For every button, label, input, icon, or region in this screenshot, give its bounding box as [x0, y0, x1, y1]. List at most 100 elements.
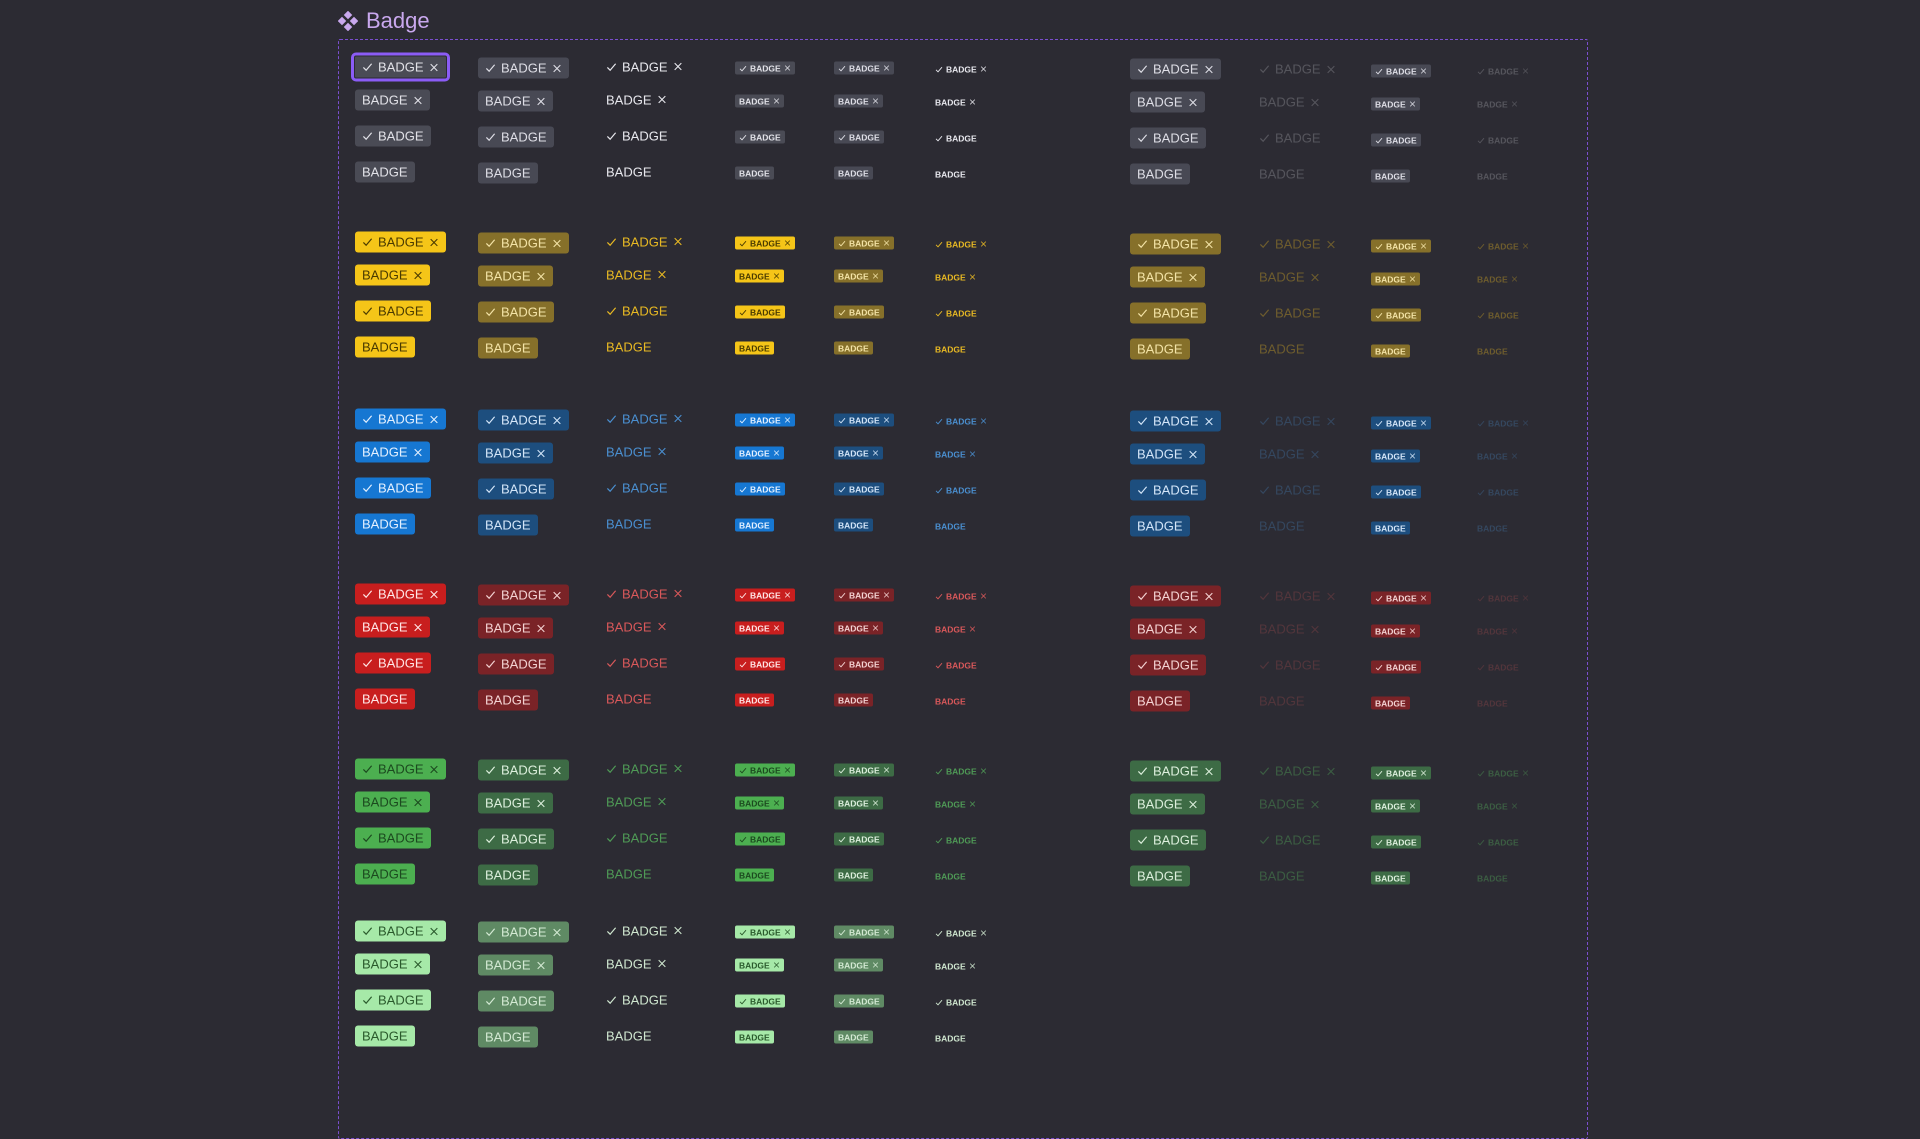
badge-success-light-muted[interactable]: BADGE — [834, 958, 883, 972]
close-icon[interactable] — [1204, 766, 1214, 776]
close-icon[interactable] — [1188, 272, 1198, 282]
badge-success-light-text[interactable]: BADGE — [935, 1032, 970, 1045]
close-icon[interactable] — [883, 65, 890, 72]
close-icon[interactable] — [969, 963, 976, 970]
close-icon[interactable] — [1310, 97, 1320, 107]
badge-warning-muted[interactable]: BADGE — [834, 269, 883, 283]
close-icon[interactable] — [1511, 101, 1518, 108]
close-icon[interactable] — [1511, 803, 1518, 810]
badge-danger-muted[interactable]: BADGE — [478, 584, 569, 606]
badge-info-solid[interactable]: BADGE — [355, 477, 431, 499]
badge-info-muted[interactable]: BADGE — [478, 514, 538, 536]
close-icon[interactable] — [1204, 239, 1214, 249]
badge-danger-solid[interactable]: BADGE — [735, 693, 774, 707]
close-icon[interactable] — [429, 414, 439, 424]
close-icon[interactable] — [1188, 97, 1198, 107]
badge-danger-faint[interactable]: BADGE — [1477, 661, 1523, 674]
close-icon[interactable] — [673, 414, 683, 424]
close-icon[interactable] — [883, 240, 890, 247]
close-icon[interactable] — [1326, 64, 1336, 74]
badge-success-muted[interactable]: BADGE — [834, 868, 873, 882]
badge-info-muted[interactable]: BADGE — [1371, 521, 1410, 535]
close-icon[interactable] — [969, 451, 976, 458]
close-icon[interactable] — [773, 98, 780, 105]
badge-danger-faint[interactable]: BADGE — [1259, 691, 1312, 712]
close-icon[interactable] — [1420, 243, 1427, 250]
badge-info-faint[interactable]: BADGE — [1477, 450, 1522, 463]
close-icon[interactable] — [536, 448, 546, 458]
badge-neutral-solid[interactable]: BADGE — [355, 125, 431, 147]
badge-success-solid[interactable]: BADGE — [355, 791, 430, 813]
badge-info-text[interactable]: BADGE — [935, 484, 981, 497]
close-icon[interactable] — [413, 447, 423, 457]
badge-info-muted[interactable]: BADGE — [1371, 416, 1431, 430]
badge-success-solid[interactable]: BADGE — [735, 832, 785, 846]
close-icon[interactable] — [773, 273, 780, 280]
close-icon[interactable] — [413, 270, 423, 280]
close-icon[interactable] — [980, 241, 987, 248]
close-icon[interactable] — [1511, 453, 1518, 460]
badge-info-solid[interactable]: BADGE — [355, 408, 446, 430]
badge-success-solid[interactable]: BADGE — [355, 827, 431, 849]
badge-danger-faint[interactable]: BADGE — [1477, 697, 1512, 710]
badge-warning-faint[interactable]: BADGE — [1477, 309, 1523, 322]
badge-info-muted[interactable]: BADGE — [834, 413, 894, 427]
badge-success-muted[interactable]: BADGE — [1371, 799, 1420, 813]
close-icon[interactable] — [980, 593, 987, 600]
close-icon[interactable] — [773, 625, 780, 632]
badge-success-faint[interactable]: BADGE — [1477, 767, 1533, 780]
badge-danger-muted[interactable]: BADGE — [1371, 660, 1421, 674]
badge-success-light-text[interactable]: BADGE — [606, 953, 674, 974]
badge-danger-solid[interactable]: BADGE — [355, 652, 431, 674]
close-icon[interactable] — [883, 767, 890, 774]
badge-success-muted[interactable]: BADGE — [1130, 793, 1205, 815]
badge-info-text[interactable]: BADGE — [606, 408, 690, 429]
badge-success-light-muted[interactable]: BADGE — [478, 1026, 538, 1048]
badge-success-muted[interactable]: BADGE — [834, 832, 884, 846]
badge-neutral-muted[interactable]: BADGE — [1371, 97, 1420, 111]
badge-info-text[interactable]: BADGE — [606, 477, 675, 498]
close-icon[interactable] — [872, 625, 879, 632]
badge-neutral-faint[interactable]: BADGE — [1259, 164, 1312, 185]
badge-success-solid[interactable]: BADGE — [735, 796, 784, 810]
badge-danger-solid[interactable]: BADGE — [735, 588, 795, 602]
badge-success-light-solid[interactable]: BADGE — [735, 1030, 774, 1044]
badge-neutral-muted[interactable]: BADGE — [834, 94, 883, 108]
close-icon[interactable] — [552, 63, 562, 73]
badge-danger-muted[interactable]: BADGE — [1130, 690, 1190, 712]
badge-info-solid[interactable]: BADGE — [735, 518, 774, 532]
close-icon[interactable] — [1511, 276, 1518, 283]
badge-danger-faint[interactable]: BADGE — [1259, 655, 1328, 676]
close-icon[interactable] — [784, 65, 791, 72]
close-icon[interactable] — [1409, 628, 1416, 635]
badge-neutral-muted[interactable]: BADGE — [1371, 64, 1431, 78]
close-icon[interactable] — [429, 764, 439, 774]
badge-neutral-text[interactable]: BADGE — [935, 168, 970, 181]
close-icon[interactable] — [784, 592, 791, 599]
close-icon[interactable] — [1326, 591, 1336, 601]
badge-warning-text[interactable]: BADGE — [935, 271, 980, 284]
badge-info-faint[interactable]: BADGE — [1477, 417, 1533, 430]
badge-neutral-faint[interactable]: BADGE — [1259, 59, 1343, 80]
close-icon[interactable] — [773, 800, 780, 807]
badge-warning-muted[interactable]: BADGE — [1130, 233, 1221, 255]
close-icon[interactable] — [883, 417, 890, 424]
close-icon[interactable] — [969, 626, 976, 633]
badge-success-text[interactable]: BADGE — [606, 791, 674, 812]
badge-info-text[interactable]: BADGE — [606, 513, 659, 534]
close-icon[interactable] — [872, 450, 879, 457]
badge-warning-muted[interactable]: BADGE — [478, 337, 538, 359]
badge-danger-muted[interactable]: BADGE — [478, 617, 553, 639]
badge-neutral-text[interactable]: BADGE — [606, 125, 675, 146]
badge-info-faint[interactable]: BADGE — [1259, 516, 1312, 537]
badge-danger-muted[interactable]: BADGE — [834, 693, 873, 707]
badge-warning-muted[interactable]: BADGE — [834, 236, 894, 250]
badge-success-faint[interactable]: BADGE — [1477, 872, 1512, 885]
badge-danger-faint[interactable]: BADGE — [1259, 619, 1327, 640]
badge-success-light-solid[interactable]: BADGE — [735, 925, 795, 939]
badge-warning-solid[interactable]: BADGE — [735, 236, 795, 250]
badge-success-faint[interactable]: BADGE — [1477, 800, 1522, 813]
badge-danger-muted[interactable]: BADGE — [478, 653, 554, 675]
badge-success-light-muted[interactable]: BADGE — [834, 994, 884, 1008]
badge-success-solid[interactable]: BADGE — [735, 763, 795, 777]
